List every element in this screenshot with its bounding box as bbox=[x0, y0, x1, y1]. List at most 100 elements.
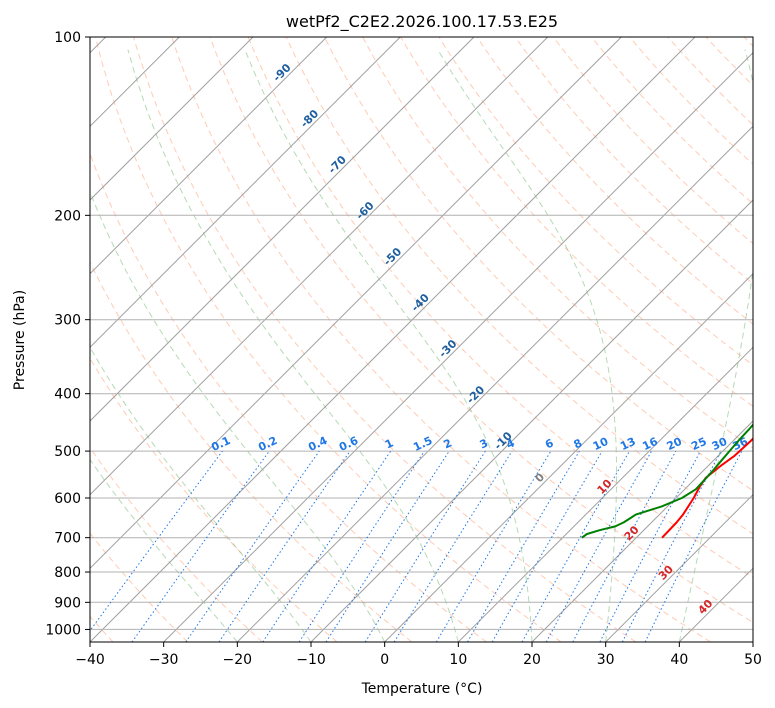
y-tick-label: 900 bbox=[54, 595, 81, 611]
isotherm-line bbox=[236, 125, 753, 642]
dry-adiabat-line bbox=[591, 37, 753, 205]
moist-adiabat-line bbox=[90, 346, 312, 642]
x-tick-label: −40 bbox=[75, 652, 105, 668]
x-tick-label: −30 bbox=[149, 652, 179, 668]
x-tick-label: 20 bbox=[523, 652, 541, 668]
dewpoint-profile-line bbox=[581, 423, 753, 539]
moist-adiabat-line bbox=[678, 49, 753, 642]
isotherm-line bbox=[678, 567, 753, 642]
mixing-ratio-line bbox=[364, 450, 486, 642]
dry-adiabat-line bbox=[552, 37, 753, 245]
x-axis-title: Temperature (°C) bbox=[361, 681, 483, 697]
dry-adiabat-line bbox=[90, 357, 338, 642]
mixing-ratio-line bbox=[467, 450, 580, 642]
y-tick-label: 800 bbox=[54, 565, 81, 581]
x-tick-label: 0 bbox=[380, 652, 389, 668]
y-axis-title: Pressure (hPa) bbox=[12, 290, 28, 390]
isotherm-line bbox=[90, 37, 696, 642]
isotherm-line bbox=[90, 37, 254, 201]
y-tick-label: 1000 bbox=[45, 622, 81, 638]
mixing-ratio-line bbox=[644, 450, 743, 642]
mixing-ratio-line bbox=[599, 450, 701, 642]
dry-adiabat-line bbox=[629, 37, 753, 165]
mixing-ratio-line bbox=[325, 450, 450, 642]
x-tick-label: 10 bbox=[449, 652, 467, 668]
y-tick-label: 300 bbox=[54, 313, 81, 329]
mixing-ratio-line bbox=[435, 450, 552, 642]
dry-adiabat-line bbox=[362, 37, 753, 449]
dry-adiabat-line bbox=[90, 532, 189, 642]
mixing-ratio-label: 20 bbox=[665, 435, 685, 453]
isotherm-line bbox=[90, 37, 401, 349]
plot-area: 0.1 0.2 0.4 0.6 1 1.5 2 3 4 6 8 10 13 16 20 25 30 36-100-… bbox=[90, 37, 753, 642]
y-tick-label: 200 bbox=[54, 208, 81, 224]
dry-adiabat-line bbox=[743, 37, 753, 47]
dry-adiabat-line bbox=[209, 37, 753, 623]
x-tick-label: 40 bbox=[670, 652, 688, 668]
y-tick-label: 400 bbox=[54, 387, 81, 403]
isotherm-label: -90 bbox=[270, 61, 293, 84]
moist-adiabat-line bbox=[437, 49, 617, 642]
x-tick-label: 50 bbox=[744, 652, 762, 668]
isotherm-label: 40 bbox=[695, 597, 715, 617]
isotherm-line bbox=[163, 51, 753, 642]
isotherm-label: -20 bbox=[464, 383, 487, 406]
dry-adiabat-line bbox=[400, 37, 753, 408]
dry-adiabat-line bbox=[247, 37, 753, 579]
mixing-ratio-label: 1 bbox=[383, 436, 395, 451]
mixing-ratio-line bbox=[393, 450, 513, 642]
y-axis: 100 200 300 400 500 600 700 800 900 1000 bbox=[45, 30, 90, 638]
mixing-ratio-line bbox=[90, 450, 223, 632]
x-tick-label: −10 bbox=[296, 652, 326, 668]
mixing-ratio-label: 10 bbox=[591, 435, 611, 453]
mixing-ratio-line bbox=[131, 450, 270, 642]
dry-adiabat-line bbox=[133, 37, 637, 642]
mixing-ratio-label: 25 bbox=[689, 435, 708, 453]
mixing-ratio-label: 6 bbox=[543, 436, 556, 451]
isotherm-label: 20 bbox=[622, 523, 642, 543]
mixing-ratio-line bbox=[262, 450, 392, 642]
isotherm-line bbox=[752, 641, 753, 642]
mixing-ratio-label: 30 bbox=[710, 435, 730, 453]
moist-adiabat-line bbox=[90, 458, 238, 642]
chart-title: wetPf2_C2E2.2026.100.17.53.E25 bbox=[286, 12, 558, 32]
mixing-ratio-line bbox=[545, 450, 653, 642]
dry-adiabat-line bbox=[95, 37, 562, 642]
mixing-ratio-label: 36 bbox=[731, 435, 751, 453]
moist-adiabat-line bbox=[127, 49, 459, 642]
mixing-ratio-label: 13 bbox=[618, 435, 637, 453]
x-tick-label: 30 bbox=[597, 652, 615, 668]
x-tick-label: −20 bbox=[223, 652, 253, 668]
moist-adiabat-line bbox=[244, 49, 533, 642]
moist-adiabat-line bbox=[90, 190, 386, 642]
mixing-ratio-line bbox=[572, 450, 677, 642]
dry-adiabat-line bbox=[667, 37, 753, 126]
dry-adiabat-line bbox=[90, 446, 263, 642]
isotherm-line bbox=[605, 493, 753, 642]
dry-adiabat-line bbox=[476, 37, 753, 325]
isotherm-label: 0 bbox=[533, 470, 548, 485]
isotherm-line bbox=[531, 420, 753, 642]
isotherm-label: -40 bbox=[409, 291, 432, 314]
isotherm-line bbox=[90, 37, 475, 422]
y-tick-label: 100 bbox=[54, 30, 81, 46]
isotherm-label: -30 bbox=[436, 337, 459, 360]
mixing-ratio-label: 16 bbox=[640, 435, 660, 453]
plot-frame bbox=[89, 36, 754, 643]
mixing-ratio-line bbox=[521, 450, 630, 642]
mixing-ratio-line bbox=[185, 450, 320, 642]
isotherm-line bbox=[90, 37, 549, 496]
dry-adiabat-line bbox=[323, 37, 753, 492]
dry-adiabat-line bbox=[90, 152, 487, 642]
dry-adiabat-line bbox=[514, 37, 753, 285]
isotherm-label: 30 bbox=[656, 562, 676, 582]
dry-adiabat-line bbox=[90, 261, 413, 642]
isotherm-label: -80 bbox=[298, 107, 321, 130]
mixing-ratio-line bbox=[218, 450, 351, 642]
x-axis: −40 −30 −20 −10 0 10 20 30 40 50 bbox=[75, 642, 762, 668]
mixing-ratio-line bbox=[298, 450, 425, 642]
y-tick-label: 600 bbox=[54, 491, 81, 507]
isotherm-label: 10 bbox=[595, 477, 615, 497]
dry-adiabat-line bbox=[705, 37, 753, 87]
